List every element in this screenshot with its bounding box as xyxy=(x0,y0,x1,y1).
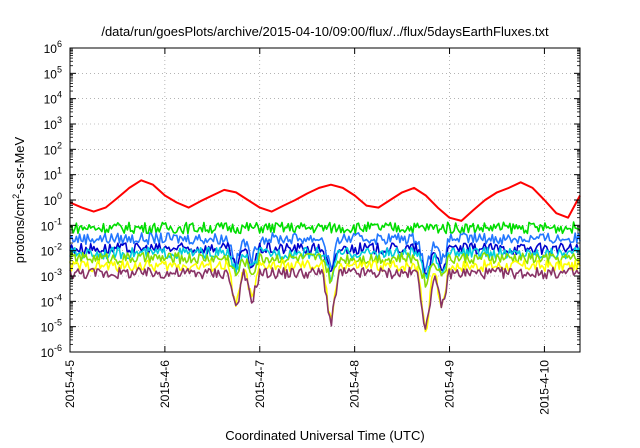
y-tick-label: 10-3 xyxy=(41,267,62,284)
y-tick-label: 10-6 xyxy=(41,343,62,360)
y-tick-label: 10-2 xyxy=(41,242,62,259)
series-line-5 xyxy=(69,251,581,288)
y-tick-label: 105 xyxy=(44,64,62,81)
y-tick-label: 104 xyxy=(44,90,62,107)
x-tick-label: 2015-4-9 xyxy=(443,360,457,408)
series-layer xyxy=(69,179,581,333)
x-ticks: 2015-4-5 2015-4-6 2015-4-7 2015-4-8 2015-4-9… xyxy=(63,48,551,415)
series-line-0 xyxy=(69,179,581,222)
x-tick-label: 2015-4-6 xyxy=(158,360,172,408)
y-tick-label: 106 xyxy=(44,39,62,56)
chart-title: /data/run/goesPlots/archive/2015-04-10/0… xyxy=(101,24,549,39)
x-tick-label: 2015-4-5 xyxy=(63,360,77,408)
y-tick-label: 103 xyxy=(44,115,62,132)
y-tick-label: 10-5 xyxy=(41,318,62,335)
y-ticks: 106 105 104 103 102 101 100 10-1 10-2 10-3 10-4 10-… xyxy=(41,39,580,360)
y-tick-label: 101 xyxy=(44,166,62,183)
x-tick-label: 2015-4-8 xyxy=(348,360,362,408)
series-line-4 xyxy=(69,246,581,282)
y-tick-label: 10-1 xyxy=(41,216,62,233)
y-axis-label: protons/cm2-s-sr-MeV xyxy=(11,136,27,263)
x-tick-label: 2015-4-10 xyxy=(537,360,551,415)
x-axis-label: Coordinated Universal Time (UTC) xyxy=(225,428,424,443)
y-tick-label: 102 xyxy=(44,140,62,157)
y-tick-label: 10-4 xyxy=(41,292,62,309)
series-line-2 xyxy=(69,232,581,272)
series-line-1 xyxy=(69,221,581,235)
y-tick-label: 100 xyxy=(44,191,62,208)
series-line-7 xyxy=(69,266,581,330)
grid-lines xyxy=(69,48,580,352)
series-line-6 xyxy=(69,259,581,333)
x-tick-label: 2015-4-7 xyxy=(253,360,267,408)
